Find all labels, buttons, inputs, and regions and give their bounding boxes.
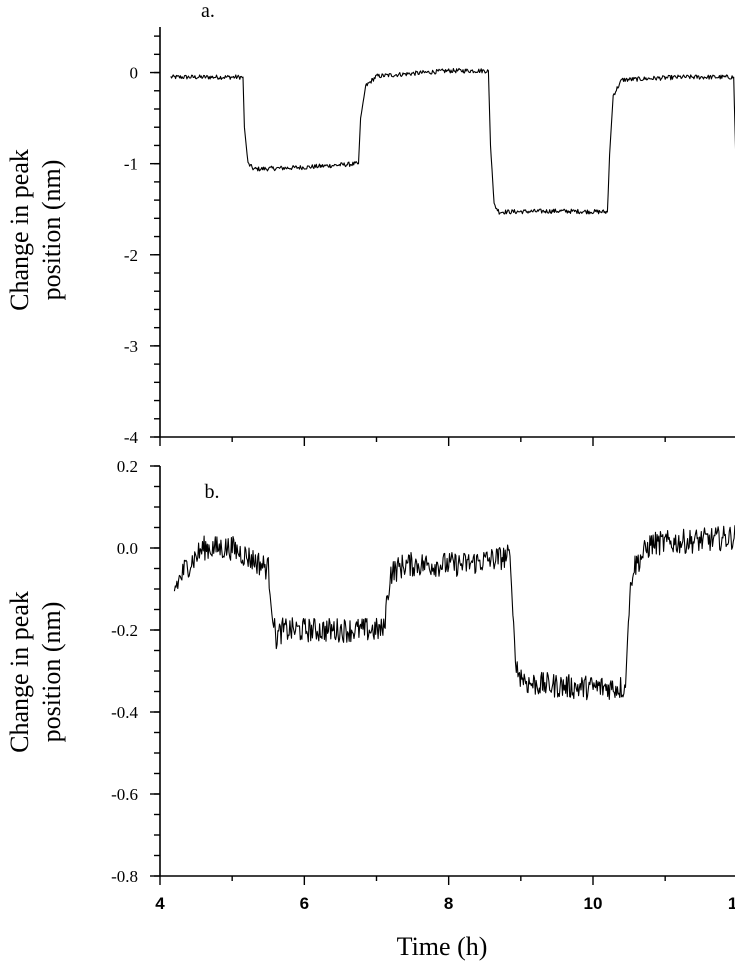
y-tick-label: 0.2 <box>117 457 138 476</box>
panel-b-y-axis-label-line1: Change in peak <box>5 591 34 753</box>
panel-b: b. Change in peak position (nm) 0.2 0.0 -0… <box>5 457 735 961</box>
x-tick-label: 12 <box>728 894 735 913</box>
x-tick-label: 4 <box>155 894 165 913</box>
y-tick-label: 0.0 <box>117 539 138 558</box>
panel-b-y-axis-label-line2: position (nm) <box>37 602 66 743</box>
y-tick-label: -4 <box>124 428 139 447</box>
panel-a-y-axis-label-line2: position (nm) <box>37 160 66 301</box>
x-tick-label: 6 <box>300 894 309 913</box>
y-tick-label: 0 <box>130 64 139 83</box>
y-tick-label: -3 <box>124 337 138 356</box>
panel-b-x-ticks: 46810121416182022 <box>155 876 735 913</box>
y-tick-label: -0.6 <box>111 785 138 804</box>
y-tick-label: -0.2 <box>111 621 138 640</box>
y-tick-label: -1 <box>124 155 138 174</box>
panel-a: a. Change in peak position (nm) 0 -1 -2 -3 -… <box>5 0 735 447</box>
x-tick-label: 8 <box>444 894 453 913</box>
x-tick-label: 10 <box>584 894 603 913</box>
y-tick-label: -0.4 <box>111 703 138 722</box>
y-tick-label: -2 <box>124 246 138 265</box>
panel-a-y-ticks: 0 -1 -2 -3 -4 <box>124 35 160 447</box>
panel-b-y-ticks: 0.2 0.0 -0.2 -0.4 -0.6 -0.8 <box>111 457 160 886</box>
panel-b-series-line <box>173 525 735 701</box>
panel-a-label: a. <box>201 0 215 22</box>
panel-a-series-line <box>170 67 735 215</box>
panel-a-y-axis-label-line1: Change in peak <box>5 149 34 311</box>
panel-a-x-ticks <box>159 437 666 446</box>
y-tick-label: -0.8 <box>111 867 138 886</box>
panel-b-x-axis-label: Time (h) <box>397 932 488 961</box>
panel-b-label: b. <box>205 481 220 503</box>
